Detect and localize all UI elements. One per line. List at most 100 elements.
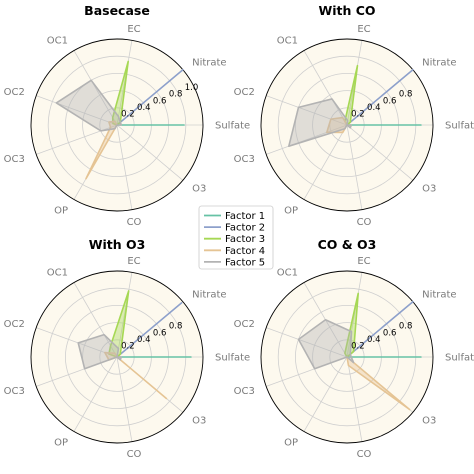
axis-label-o3: O3 [422, 416, 436, 427]
radial-tick-label: 0.2 [121, 341, 135, 351]
series-factor-2 [116, 68, 184, 126]
legend-entry: Factor 4 [225, 246, 265, 257]
radial-tick-label: 0.2 [351, 341, 365, 351]
axis-label-sulfate: Sulfate [215, 121, 250, 132]
axis-label-oc3: OC3 [234, 154, 255, 165]
grid-spoke [266, 95, 348, 126]
axis-label-nitrate: Nitrate [192, 290, 227, 301]
axis-label-nitrate: Nitrate [422, 290, 457, 301]
axis-label-o3: O3 [192, 184, 206, 195]
grid-spoke [36, 327, 118, 358]
radial-tick-label: 0.8 [399, 90, 413, 100]
radial-tick-label: 0.6 [153, 328, 167, 338]
radial-tick-label: 0.2 [351, 109, 365, 119]
radial-tick-label: 0.6 [383, 328, 397, 338]
radial-tick-label: 0.8 [169, 90, 183, 100]
axis-label-op: OP [284, 205, 298, 216]
grid-spoke [116, 40, 133, 126]
axis-label-sulfate: Sulfate [445, 121, 474, 132]
subplot-title: With CO [318, 3, 375, 18]
axis-label-nitrate: Nitrate [192, 58, 227, 69]
radial-tick-label: 0.6 [383, 96, 397, 106]
subplot-title: Basecase [84, 3, 150, 18]
legend-entry: Factor 1 [225, 211, 265, 222]
grid-spoke [346, 272, 363, 358]
subplot-2: 0.20.40.60.8 Sulfate Nitrate EC OC1 OC2 OC3 OP C… [234, 3, 474, 228]
axis-label-oc1: OC1 [47, 268, 68, 279]
axis-label-co: CO [127, 449, 142, 460]
series-factor-4 [325, 116, 348, 134]
axis-label-op: OP [54, 205, 68, 216]
grid-spoke [73, 50, 118, 126]
grid-spoke [266, 124, 348, 155]
legend-entry: Factor 2 [225, 223, 265, 234]
series-factor-2 [116, 302, 183, 358]
axis-label-oc2: OC2 [4, 319, 25, 330]
axis-label-co: CO [357, 217, 372, 228]
grid-spoke [346, 124, 414, 181]
subplot-3: 0.20.40.60.8 Sulfate Nitrate EC OC1 OC2 OC3 OP C… [4, 237, 251, 460]
series-factor-4 [85, 120, 118, 180]
grid-spoke [73, 356, 118, 432]
series-factor-4 [346, 356, 411, 411]
subplot-title: CO & O3 [318, 237, 377, 252]
grid-spoke [303, 50, 348, 126]
series-factor-3 [108, 290, 130, 358]
axis-label-ec: EC [127, 24, 140, 35]
axis-label-oc1: OC1 [277, 36, 298, 47]
radial-tick-label: 0.4 [137, 335, 151, 345]
axis-label-oc2: OC2 [234, 87, 255, 98]
axis-label-sulfate: Sulfate [445, 353, 474, 364]
radial-tick-label: 0.4 [367, 103, 381, 113]
axis-label-oc3: OC3 [234, 386, 255, 397]
axis-label-oc2: OC2 [4, 87, 25, 98]
grid-spoke [303, 124, 348, 200]
axis-label-oc3: OC3 [4, 386, 25, 397]
radial-tick-label: 0.4 [137, 103, 151, 113]
series-factor-3 [344, 292, 360, 358]
axis-label-op: OP [54, 437, 68, 448]
radial-tick-label: 0.6 [153, 96, 167, 106]
polar-frame [30, 38, 204, 212]
axis-label-oc3: OC3 [4, 154, 25, 165]
radial-tick-label: 0.2 [121, 109, 135, 119]
subplot-4: 0.20.40.60.8 Sulfate Nitrate EC OC1 OC2 OC3 OP C… [234, 237, 474, 460]
grid-spoke [73, 282, 118, 358]
series-factor-5 [288, 98, 353, 147]
legend-entry: Factor 3 [225, 234, 265, 245]
subplot-title: With O3 [89, 237, 146, 252]
axis-label-op: OP [284, 437, 298, 448]
grid-spoke [116, 356, 133, 442]
axis-label-co: CO [357, 449, 372, 460]
legend-frame [198, 205, 274, 270]
radial-tick-label: 0.8 [169, 322, 183, 332]
axis-label-nitrate: Nitrate [422, 58, 457, 69]
grid-spoke [116, 272, 133, 358]
radial-tick-label: 1.0 [185, 83, 199, 93]
grid-spoke [116, 124, 184, 181]
axis-label-o3: O3 [192, 416, 206, 427]
grid-spoke [36, 95, 118, 126]
grid-spoke [116, 124, 133, 210]
axis-label-o3: O3 [422, 184, 436, 195]
polar-frame [260, 38, 434, 212]
grid-spoke [303, 356, 348, 432]
grid-spoke [266, 327, 348, 358]
axis-label-oc1: OC1 [277, 268, 298, 279]
polar-frame [30, 270, 204, 444]
subplot-1: 0.20.40.60.81.0 Sulfate Nitrate EC OC1 OC2 OC3… [4, 3, 251, 228]
axis-label-ec: EC [357, 256, 370, 267]
axis-label-ec: EC [357, 24, 370, 35]
series-factor-2 [346, 68, 414, 126]
axis-label-oc2: OC2 [234, 319, 255, 330]
legend-entry: Factor 5 [225, 257, 265, 268]
axis-label-sulfate: Sulfate [215, 353, 250, 364]
grid-spoke [346, 124, 363, 210]
axis-label-co: CO [127, 217, 142, 228]
series-factor-5 [55, 79, 123, 132]
series-factor-2 [346, 300, 414, 358]
grid-spoke [346, 356, 363, 442]
axis-label-ec: EC [127, 256, 140, 267]
